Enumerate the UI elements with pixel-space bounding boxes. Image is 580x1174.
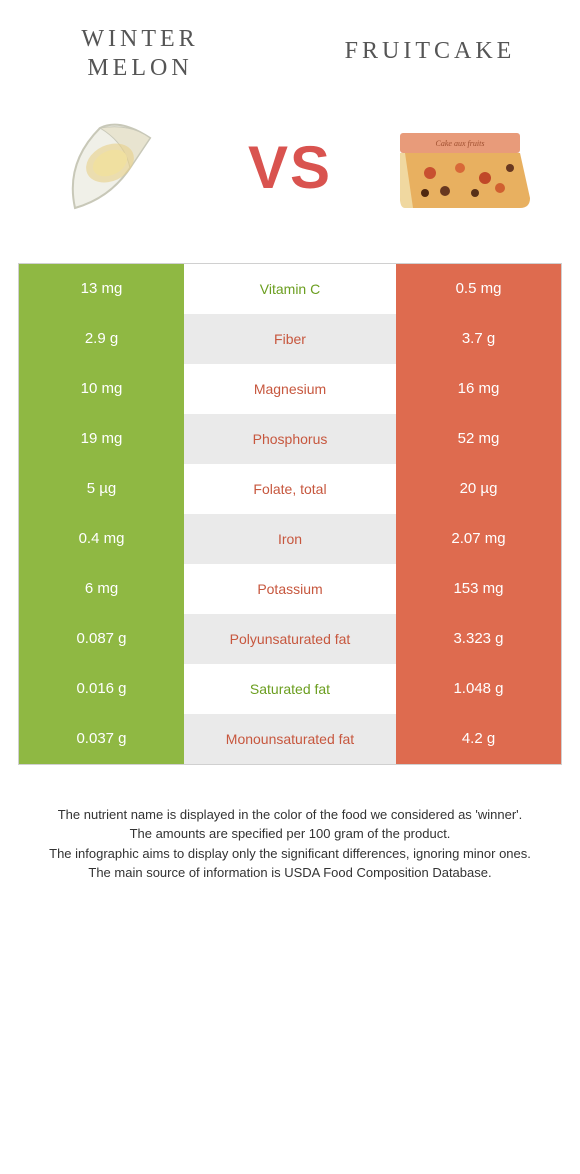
nutrient-name: Monounsaturated fat <box>184 714 396 764</box>
footer-line: The main source of information is USDA F… <box>30 863 550 883</box>
footer-line: The infographic aims to display only the… <box>30 844 550 864</box>
left-value: 6 mg <box>19 564 184 614</box>
svg-text:Cake aux fruits: Cake aux fruits <box>436 139 485 148</box>
right-value: 0.5 mg <box>396 264 561 314</box>
images-row: VS Cake aux fruits <box>0 93 580 263</box>
nutrient-name: Fiber <box>184 314 396 364</box>
table-row: 0.4 mgIron2.07 mg <box>19 514 561 564</box>
right-value: 16 mg <box>396 364 561 414</box>
left-value: 2.9 g <box>19 314 184 364</box>
table-row: 13 mgVitamin C0.5 mg <box>19 264 561 314</box>
left-food-title: Winter melon <box>50 25 230 83</box>
right-value: 1.048 g <box>396 664 561 714</box>
right-value: 3.323 g <box>396 614 561 664</box>
vs-label: VS <box>248 133 332 202</box>
nutrient-name: Folate, total <box>184 464 396 514</box>
right-food-image: Cake aux fruits <box>380 103 540 233</box>
left-value: 5 µg <box>19 464 184 514</box>
right-value: 20 µg <box>396 464 561 514</box>
right-value: 153 mg <box>396 564 561 614</box>
left-value: 0.087 g <box>19 614 184 664</box>
left-value: 13 mg <box>19 264 184 314</box>
left-value: 0.016 g <box>19 664 184 714</box>
left-value: 19 mg <box>19 414 184 464</box>
left-value: 0.037 g <box>19 714 184 764</box>
header: Winter melon Fruitcake <box>0 0 580 93</box>
left-value: 0.4 mg <box>19 514 184 564</box>
table-row: 19 mgPhosphorus52 mg <box>19 414 561 464</box>
table-row: 5 µgFolate, total20 µg <box>19 464 561 514</box>
footer-notes: The nutrient name is displayed in the co… <box>0 765 580 883</box>
nutrient-name: Saturated fat <box>184 664 396 714</box>
left-food-image <box>40 103 200 233</box>
table-row: 6 mgPotassium153 mg <box>19 564 561 614</box>
left-value: 10 mg <box>19 364 184 414</box>
table-row: 10 mgMagnesium16 mg <box>19 364 561 414</box>
right-food-title: Fruitcake <box>330 25 530 83</box>
nutrient-name: Vitamin C <box>184 264 396 314</box>
right-value: 2.07 mg <box>396 514 561 564</box>
fruitcake-icon: Cake aux fruits <box>385 113 535 223</box>
footer-line: The nutrient name is displayed in the co… <box>30 805 550 825</box>
table-row: 2.9 gFiber3.7 g <box>19 314 561 364</box>
table-row: 0.037 gMonounsaturated fat4.2 g <box>19 714 561 764</box>
nutrient-name: Polyunsaturated fat <box>184 614 396 664</box>
nutrient-name: Iron <box>184 514 396 564</box>
right-value: 52 mg <box>396 414 561 464</box>
nutrient-name: Potassium <box>184 564 396 614</box>
nutrient-name: Phosphorus <box>184 414 396 464</box>
nutrient-name: Magnesium <box>184 364 396 414</box>
footer-line: The amounts are specified per 100 gram o… <box>30 824 550 844</box>
table-row: 0.087 gPolyunsaturated fat3.323 g <box>19 614 561 664</box>
right-value: 4.2 g <box>396 714 561 764</box>
table-row: 0.016 gSaturated fat1.048 g <box>19 664 561 714</box>
right-value: 3.7 g <box>396 314 561 364</box>
winter-melon-icon <box>55 113 185 223</box>
nutrient-table: 13 mgVitamin C0.5 mg2.9 gFiber3.7 g10 mg… <box>18 263 562 765</box>
